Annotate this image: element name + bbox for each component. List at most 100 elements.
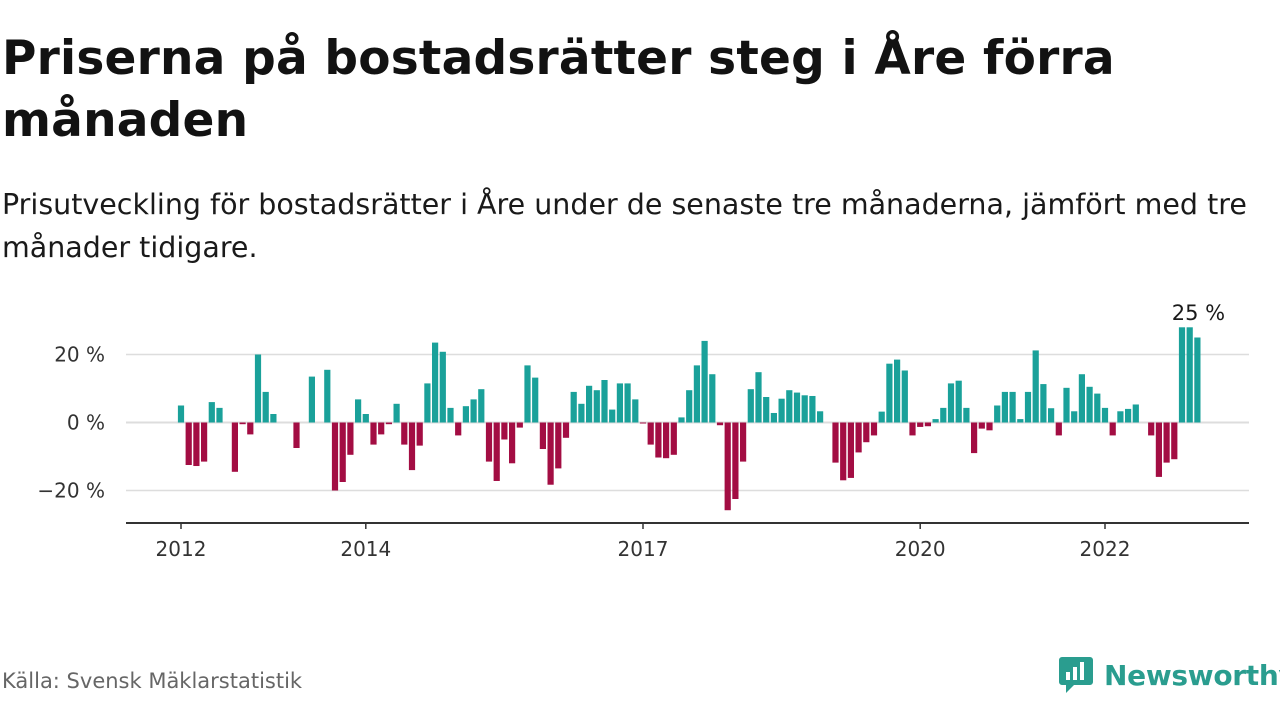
bar [809, 395, 816, 423]
bar [416, 422, 423, 446]
bar [516, 422, 523, 428]
bar [716, 422, 724, 426]
bar [562, 422, 570, 438]
bar [932, 419, 939, 423]
chart-title: Priserna på bostadsrätter steg i Åre för… [2, 31, 1115, 148]
bar [262, 391, 269, 423]
bar [709, 374, 716, 423]
source-note: Källa: Svensk Mäklarstatistik [2, 669, 303, 693]
newsworthy-icon [1059, 657, 1093, 693]
bar [401, 422, 408, 445]
bar [501, 422, 508, 440]
bar [624, 383, 631, 423]
bar [593, 390, 600, 423]
bar [208, 402, 215, 423]
bar [1109, 422, 1116, 436]
bar [509, 422, 516, 464]
bar [855, 422, 862, 453]
bar [909, 422, 916, 436]
bar [840, 422, 847, 481]
bar [647, 422, 654, 445]
bar [308, 376, 315, 423]
bar [478, 389, 485, 423]
bar [324, 369, 331, 423]
bar [247, 422, 254, 435]
bar [678, 417, 685, 423]
annotation-label: 25 % [1172, 301, 1225, 325]
brand-logo: Newsworthy [1058, 654, 1280, 696]
bar [370, 422, 377, 445]
bar [655, 422, 662, 458]
bar [886, 363, 893, 423]
x-tick-label: 2022 [1080, 537, 1131, 561]
bar [1125, 408, 1132, 423]
bar [747, 389, 754, 423]
bar [177, 405, 185, 423]
bar [385, 422, 392, 425]
bar [870, 422, 878, 436]
bar [216, 407, 223, 423]
bar [832, 422, 839, 463]
bar [978, 422, 985, 429]
bar [547, 422, 554, 485]
bar [1024, 391, 1032, 423]
bar [293, 422, 300, 448]
chart-subtitle: Prisutveckling för bostadsrätter i Åre u… [2, 188, 1247, 264]
bar [1048, 408, 1055, 423]
y-tick-label: −20 % [37, 479, 105, 503]
bar [1086, 386, 1093, 423]
bar [462, 406, 469, 423]
bar [432, 342, 439, 423]
bar [778, 398, 785, 423]
bar [801, 395, 808, 423]
bar [1194, 337, 1201, 423]
bar [339, 422, 346, 482]
bar [447, 407, 454, 423]
bar [1055, 422, 1062, 436]
bar [632, 399, 639, 423]
bar [408, 422, 416, 471]
bar [894, 359, 901, 423]
bar [439, 351, 446, 423]
bar [1063, 387, 1070, 423]
bar [901, 370, 908, 423]
bar [663, 422, 670, 459]
x-tick-label: 2014 [340, 537, 391, 561]
bar [455, 422, 462, 436]
bar [355, 399, 362, 423]
bar [555, 422, 562, 469]
bar [1117, 411, 1124, 423]
bar [994, 405, 1001, 423]
bar [1155, 422, 1162, 477]
bar [986, 422, 993, 431]
bar [686, 390, 693, 423]
bar [724, 422, 731, 511]
bar-chart: −20 % 0 % 20 % 25 % 2012 2014 2017 2020 2022 [37, 301, 1249, 561]
bar [1132, 404, 1139, 423]
bar [971, 422, 978, 454]
bar [1148, 422, 1155, 436]
bar [763, 397, 770, 423]
x-tick-label: 2012 [156, 537, 207, 561]
bar [1032, 350, 1039, 423]
bar [532, 377, 539, 423]
bar [670, 422, 677, 455]
bar [470, 399, 477, 423]
bar [817, 411, 824, 423]
bar [231, 422, 238, 472]
bar [1009, 391, 1016, 423]
bar [1163, 422, 1170, 463]
bar [570, 391, 577, 423]
bar [755, 372, 762, 423]
bar [1186, 327, 1193, 423]
bar [770, 412, 777, 423]
bar [347, 422, 354, 455]
x-tick-label: 2017 [618, 537, 669, 561]
y-tick-label: 20 % [54, 343, 105, 367]
bar [524, 365, 531, 423]
y-tick-label: 0 % [67, 411, 105, 435]
bar [732, 422, 739, 499]
bar [955, 380, 962, 423]
brand-name: Newsworthy [1104, 658, 1280, 692]
bar [270, 414, 277, 423]
